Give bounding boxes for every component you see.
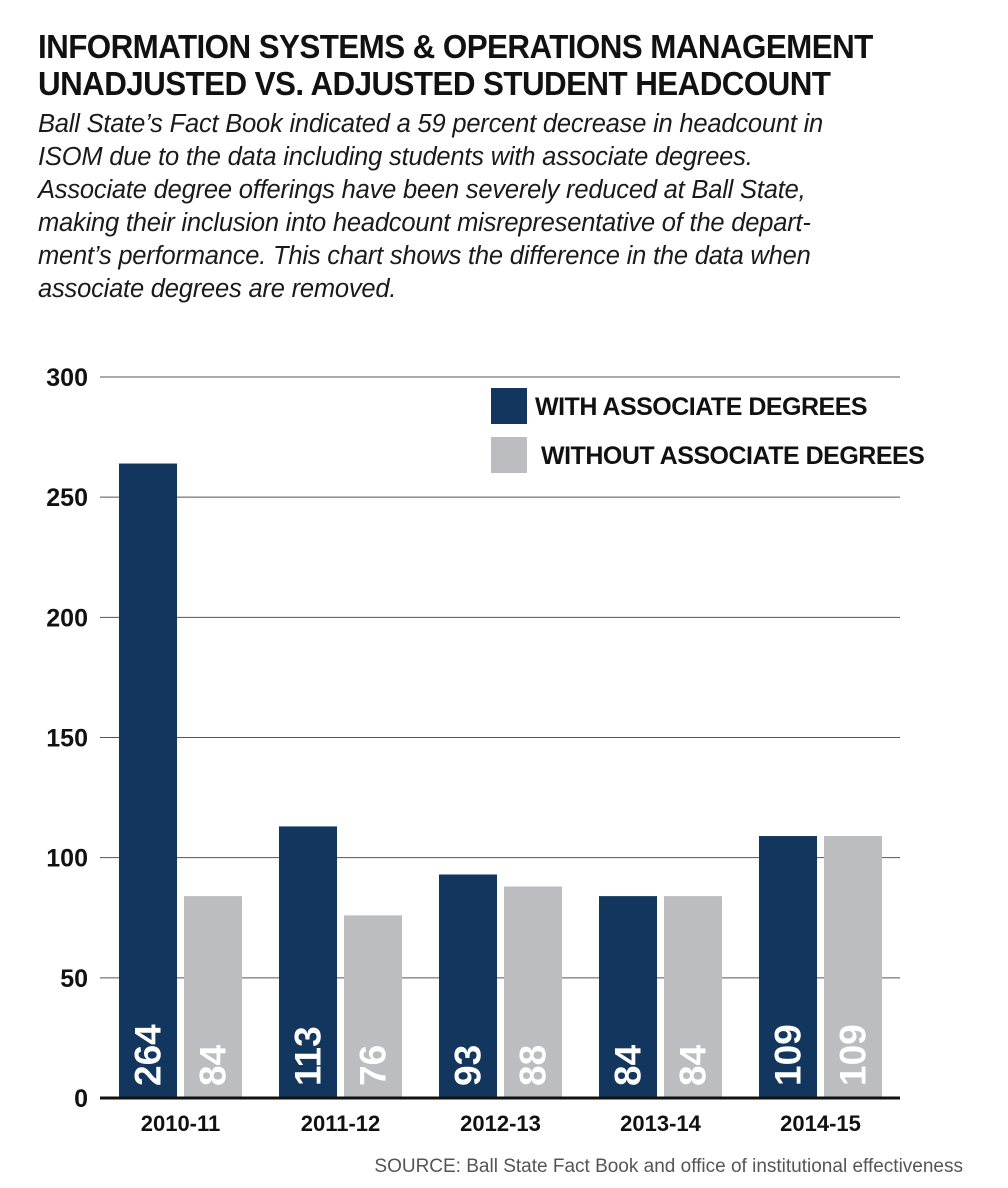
y-tick-label-50: 50 <box>60 965 88 993</box>
y-tick-label-300: 300 <box>46 364 88 392</box>
source-note: SOURCE: Ball State Fact Book and office … <box>374 1156 963 1177</box>
y-tick-label-250: 250 <box>46 484 88 512</box>
bar-2014-15-with <box>759 836 817 1098</box>
x-tick-label-2011-12: 2011-12 <box>301 1111 381 1136</box>
data-label-2012-13-without: 88 <box>513 1045 554 1086</box>
y-tick-label-0: 0 <box>74 1085 88 1113</box>
subtitle-line-4: making their inclusion into headcount mi… <box>38 209 811 237</box>
subtitle-line-3: Associate degree offerings have been sev… <box>38 176 806 204</box>
chart-subtitle: Ball State’s Fact Book indicated a 59 pe… <box>38 108 1003 306</box>
data-label-2011-12-without: 76 <box>353 1045 394 1086</box>
legend-swatch-without <box>491 437 527 473</box>
bar-2013-14-without <box>664 896 722 1098</box>
bar-2010-11-without <box>184 896 242 1098</box>
y-tick-label-100: 100 <box>46 845 88 873</box>
subtitle-line-6: associate degrees are removed. <box>38 275 397 303</box>
legend: WITH ASSOCIATE DEGREES WITHOUT ASSOCIATE … <box>491 388 925 473</box>
bar-2012-13-without <box>504 886 562 1098</box>
subtitle-line-5: ment’s performance. This chart shows the… <box>38 242 811 270</box>
subtitle-line-2: ISOM due to the data including students … <box>38 143 753 171</box>
subtitle-line-1: Ball State’s Fact Book indicated a 59 pe… <box>38 110 824 138</box>
chart-title-line-1: INFORMATION SYSTEMS & OPERATIONS MANAGEM… <box>38 28 873 65</box>
data-label-2014-15-with: 109 <box>768 1024 809 1086</box>
x-tick-label-2014-15: 2014-15 <box>780 1111 861 1136</box>
bars: 264 84 113 76 93 88 84 84 109 109 <box>119 463 882 1098</box>
data-label-2014-15-without: 109 <box>833 1024 874 1086</box>
legend-swatch-with <box>491 388 527 424</box>
data-label-2013-14-with: 84 <box>608 1044 649 1086</box>
bar-2014-15-without <box>824 836 882 1098</box>
data-label-2013-14-without: 84 <box>673 1044 714 1086</box>
legend-label-with: WITH ASSOCIATE DEGREES <box>535 393 867 421</box>
data-label-2011-12-with: 113 <box>288 1026 329 1086</box>
data-label-2010-11-without: 84 <box>193 1044 234 1086</box>
bar-2010-11-with <box>119 463 177 1098</box>
x-tick-label-2013-14: 2013-14 <box>620 1111 702 1136</box>
bar-2011-12-with <box>279 826 337 1098</box>
chart-title: INFORMATION SYSTEMS & OPERATIONS MANAGEM… <box>38 28 941 102</box>
axes: 0 50 100 150 200 250 300 2010-11 2011-12 2012-13 2… <box>46 364 900 1136</box>
y-tick-label-150: 150 <box>46 725 88 753</box>
data-label-2010-11-with: 264 <box>128 1024 169 1086</box>
y-tick-label-200: 200 <box>46 604 88 632</box>
bar-2013-14-with <box>599 896 657 1098</box>
x-tick-label-2012-13: 2012-13 <box>460 1111 541 1136</box>
chart-title-line-2: UNADJUSTED VS. ADJUSTED STUDENT HEADCOUN… <box>38 65 831 102</box>
legend-label-without: WITHOUT ASSOCIATE DEGREES <box>541 442 924 470</box>
x-tick-label-2010-11: 2010-11 <box>141 1111 221 1136</box>
data-label-2012-13-with: 93 <box>448 1045 489 1086</box>
bar-2011-12-without <box>344 915 402 1098</box>
bar-2012-13-with <box>439 874 497 1098</box>
